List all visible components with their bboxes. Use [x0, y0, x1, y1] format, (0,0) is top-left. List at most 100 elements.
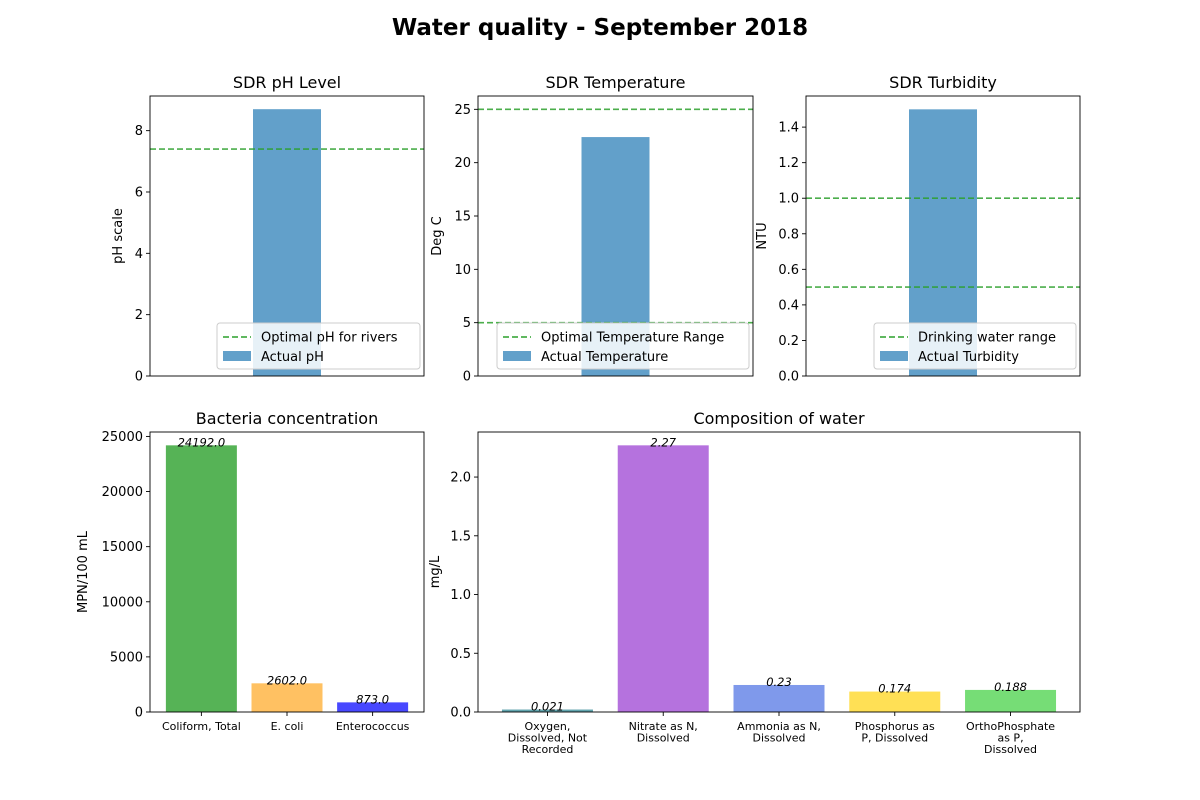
axes-frame — [149, 431, 425, 713]
x-tick-label: Ammonia as N, Dissolved — [737, 720, 821, 745]
bar-composition — [849, 691, 941, 712]
legend-label-series: Actual Temperature — [541, 350, 668, 365]
y-tick-label: 1.2 — [778, 156, 799, 171]
y-tick-label: 0.0 — [778, 370, 799, 385]
x-tick-label: E. coli — [271, 720, 304, 733]
legend-label-series: Actual Turbidity — [918, 350, 1019, 365]
x-tick-label: Nitrate as N, Dissolved — [629, 720, 698, 745]
y-tick-label: 10000 — [102, 595, 143, 610]
x-tick-label-line: Dissolved — [752, 732, 805, 745]
x-tick-label-line: Dissolved — [984, 743, 1037, 756]
y-tick-label: 4 — [135, 247, 143, 262]
x-tick-label-line: Nitrate as N, — [629, 720, 698, 733]
legend-bar-swatch — [880, 351, 908, 361]
y-tick-label: 0.6 — [778, 263, 799, 278]
x-tick-label-line: Enterococcus — [336, 720, 410, 733]
y-axis-label: MPN/100 mL — [76, 530, 91, 613]
bacteria-chart: Bacteria concentration 0 5000 10000 15000 200… — [76, 409, 425, 733]
x-tick-label: Phosphorus as P, Dissolved — [855, 720, 935, 745]
x-tick-label-line: E. coli — [271, 720, 304, 733]
chart-title: Bacteria concentration — [196, 409, 378, 428]
bar-composition — [617, 445, 709, 712]
y-tick-label: 2 — [135, 308, 143, 323]
y-tick-label: 25 — [454, 103, 471, 118]
legend-label-reference: Optimal Temperature Range — [541, 331, 724, 346]
x-tick-label: Oxygen, Dissolved, Not Recorded — [508, 720, 588, 756]
y-tick-label: 1.0 — [778, 192, 799, 207]
x-tick-label-line: Phosphorus as — [855, 720, 935, 733]
x-tick-label: OrthoPhosphate as P, Dissolved — [966, 720, 1055, 756]
y-tick-label: 0.5 — [450, 647, 471, 662]
x-tick-label-line: Dissolved — [637, 732, 690, 745]
x-tick-label-line: P, Dissolved — [861, 732, 928, 745]
y-tick-label: 5 — [463, 316, 471, 331]
y-tick-label: 0 — [135, 706, 143, 721]
turbidity-chart: SDR Turbidity 0.0 0.2 0.4 0.6 0.8 1.0 1.2 1.4 NTU… — [755, 73, 1081, 385]
y-tick-label: 5000 — [110, 650, 143, 665]
x-tick-label-line: Oxygen, — [525, 720, 571, 733]
legend-label-reference: Optimal pH for rivers — [261, 331, 398, 346]
data-label: 0.021 — [531, 700, 564, 714]
y-tick-label: 1.0 — [450, 588, 471, 603]
y-tick-label: 8 — [135, 124, 143, 139]
y-tick-label: 2.0 — [450, 471, 471, 486]
bar-composition — [733, 684, 825, 712]
legend-box — [873, 322, 1077, 370]
y-axis-label: NTU — [755, 222, 770, 249]
y-tick-label: 0 — [135, 370, 143, 385]
x-tick-label-line: Coliform, Total — [162, 720, 241, 733]
legend-label-reference: Drinking water range — [918, 331, 1056, 346]
y-tick-label: 15 — [454, 210, 471, 225]
x-tick-label-line: Ammonia as N, — [737, 720, 821, 733]
chart-title: SDR Turbidity — [889, 73, 997, 92]
y-tick-label: 0.4 — [778, 298, 799, 313]
y-axis-label: Deg C — [430, 216, 445, 255]
data-label: 873.0 — [356, 692, 389, 706]
y-tick-label: 1.5 — [450, 529, 471, 544]
axes-frame — [477, 95, 754, 377]
legend-box — [216, 322, 421, 370]
y-tick-label: 15000 — [102, 540, 143, 555]
temperature-chart: SDR Temperature 0 5 10 15 20 25 Deg C Optimal Te… — [430, 73, 754, 385]
data-label: 0.23 — [766, 675, 792, 689]
y-tick-label: 1.4 — [778, 121, 799, 136]
y-tick-label: 0.8 — [778, 227, 799, 242]
x-tick-label-line: Dissolved, Not — [508, 732, 588, 745]
data-label: 0.188 — [994, 680, 1027, 694]
x-tick-label-line: OrthoPhosphate — [966, 720, 1055, 733]
axes-frame — [805, 95, 1081, 377]
x-tick-label: Coliform, Total — [162, 720, 241, 733]
chart-title: SDR pH Level — [233, 73, 341, 92]
bar-bacteria — [251, 683, 323, 712]
bar-bacteria — [337, 702, 409, 712]
ph-level-chart: SDR pH Level 0 2 4 6 8 pH scale Optimal pH for … — [111, 73, 425, 385]
data-label: 0.174 — [878, 682, 911, 696]
composition-chart: Composition of water 0.0 0.5 1.0 1.5 2.0 mg/L 0… — [428, 409, 1081, 756]
y-tick-label: 0.0 — [450, 706, 471, 721]
data-label: 24192.0 — [178, 435, 226, 449]
bar-composition — [501, 709, 593, 712]
y-tick-label: 20000 — [102, 485, 143, 500]
y-tick-label: 20 — [454, 156, 471, 171]
legend-bar-swatch — [503, 351, 531, 361]
bar-bacteria — [165, 445, 237, 712]
data-label: 2.27 — [650, 435, 676, 449]
axes-frame — [149, 95, 425, 377]
legend-bar-swatch — [223, 351, 251, 361]
y-tick-label: 25000 — [102, 430, 143, 445]
y-tick-label: 0.2 — [778, 334, 799, 349]
data-label: 2602.0 — [267, 673, 307, 687]
y-tick-label: 0 — [463, 370, 471, 385]
legend-box — [496, 322, 750, 370]
x-tick-label: Enterococcus — [336, 720, 410, 733]
axes-frame — [477, 431, 1081, 713]
bar-composition — [965, 689, 1057, 712]
chart-title: Composition of water — [693, 409, 865, 428]
x-tick-label-line: Recorded — [522, 743, 574, 756]
figure-title: Water quality - September 2018 — [392, 15, 808, 41]
y-tick-label: 10 — [454, 263, 471, 278]
chart-title: SDR Temperature — [545, 73, 685, 92]
x-tick-label-line: as P, — [997, 732, 1023, 745]
legend-label-series: Actual pH — [261, 350, 324, 365]
